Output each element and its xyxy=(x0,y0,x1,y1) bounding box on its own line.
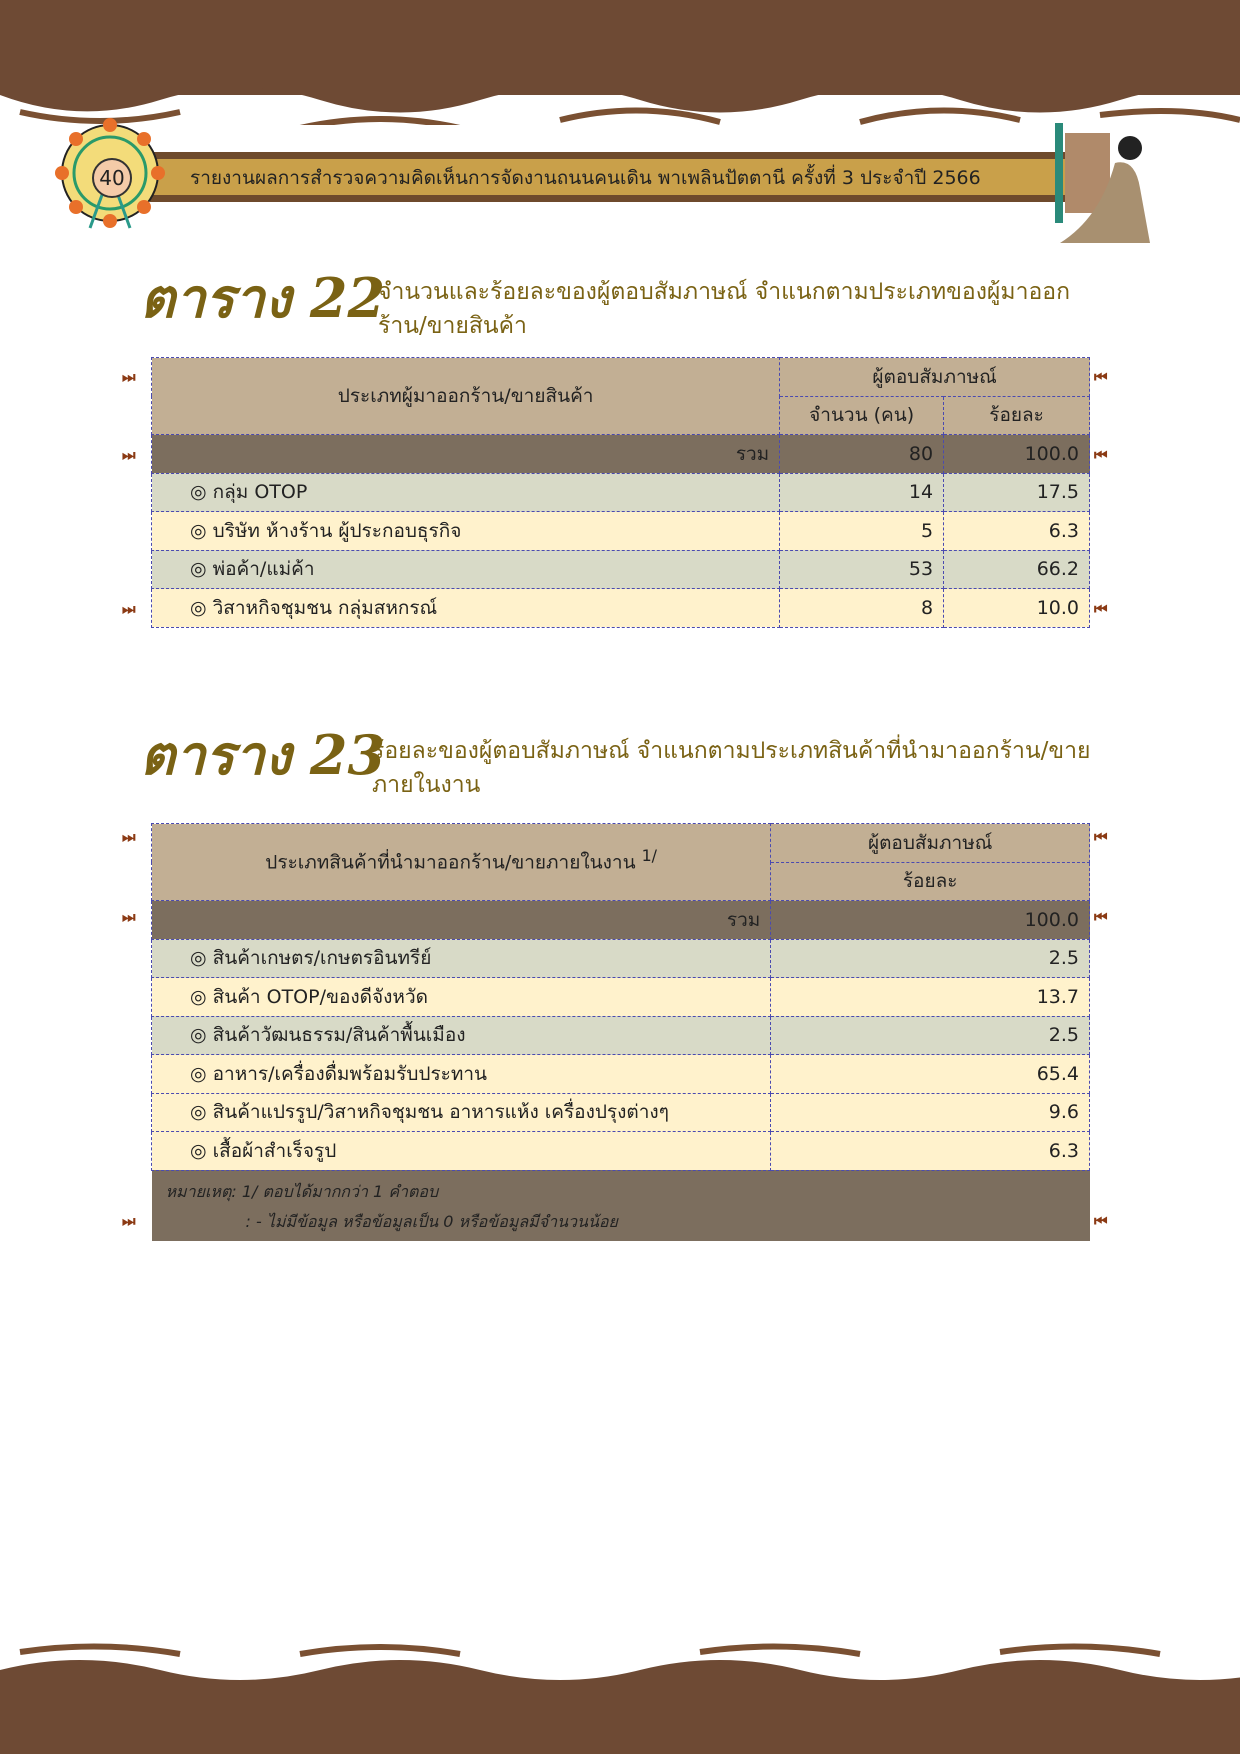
top-decorative-band xyxy=(0,0,1240,125)
col-header-group: ผู้ตอบสัมภาษณ์ xyxy=(779,357,1090,397)
report-title: รายงานผลการสำรวจความคิดเห็นการจัดงานถนนค… xyxy=(190,167,981,189)
total-count: 80 xyxy=(779,434,945,474)
row-marker-left: ⏭ xyxy=(122,368,136,386)
row-label: ◎ อาหาร/เครื่องดื่มพร้อมรับประทาน xyxy=(150,1054,772,1094)
row-label: ◎ วิสาหกิจชุมชน กลุ่มสหกรณ์ xyxy=(150,588,781,628)
table23-label: ตาราง 23 xyxy=(140,723,386,787)
table-row: ◎ กลุ่ม OTOP 14 17.5 xyxy=(150,472,1090,512)
col-header-type-text: ประเภทสินค้าที่นำมาออกร้าน/ขายภายในงาน xyxy=(265,851,636,874)
row-label: ◎ สินค้าแปรรูป/วิสาหกิจชุมชน อาหารแห้ง เ… xyxy=(150,1092,772,1132)
table-row: ◎ สินค้า OTOP/ของดีจังหวัด 13.7 xyxy=(150,977,1090,1017)
row-label: ◎ สินค้าเกษตร/เกษตรอินทรีย์ xyxy=(150,938,772,978)
table23: ประเภทสินค้าที่นำมาออกร้าน/ขายภายในงาน 1… xyxy=(150,823,1090,1241)
row-label: ◎ เสื้อผ้าสำเร็จรูป xyxy=(150,1131,772,1171)
total-pct: 100.0 xyxy=(770,900,1090,940)
bottom-decorative-band xyxy=(0,1643,1240,1754)
header-banner: รายงานผลการสำรวจความคิดเห็นการจัดงานถนนค… xyxy=(150,152,1070,202)
row-pct: 6.3 xyxy=(943,511,1090,551)
row-pct: 17.5 xyxy=(943,472,1090,512)
row-marker-left: ⏭ xyxy=(122,908,136,926)
footnote-marker: 1/ xyxy=(641,846,658,866)
table-row: ◎ วิสาหกิจชุมชน กลุ่มสหกรณ์ 8 10.0 xyxy=(150,588,1090,628)
table-row: ◎ สินค้าแปรรูป/วิสาหกิจชุมชน อาหารแห้ง เ… xyxy=(150,1092,1090,1132)
col-header-count: จำนวน (คน) xyxy=(779,395,945,435)
row-marker-right: ⏮ xyxy=(1094,600,1108,618)
table-row: ◎ อาหาร/เครื่องดื่มพร้อมรับประทาน 65.4 xyxy=(150,1054,1090,1094)
row-pct: 2.5 xyxy=(770,1015,1090,1055)
row-pct: 9.6 xyxy=(770,1092,1090,1132)
row-marker-left: ⏭ xyxy=(122,600,136,618)
table23-caption-text: ร้อยละของผู้ตอบสัมภาษณ์ จำแนกตามประเภทสิ… xyxy=(372,738,1091,798)
row-label: ◎ กลุ่ม OTOP xyxy=(150,472,781,512)
row-count: 5 xyxy=(779,511,945,551)
col-header-pct: ร้อยละ xyxy=(943,395,1090,435)
col-header-type: ประเภทผู้มาออกร้าน/ขายสินค้า xyxy=(150,357,781,435)
total-row: รวม 80 100.0 xyxy=(150,434,1090,474)
row-pct: 66.2 xyxy=(943,549,1090,589)
table22: ประเภทผู้มาออกร้าน/ขายสินค้า ผู้ตอบสัมภาษ… xyxy=(150,357,1090,628)
row-pct: 6.3 xyxy=(770,1131,1090,1171)
row-pct: 2.5 xyxy=(770,938,1090,978)
row-pct: 10.0 xyxy=(943,588,1090,628)
weaving-woman-illustration xyxy=(1055,123,1150,243)
row-count: 53 xyxy=(779,549,945,589)
row-pct: 65.4 xyxy=(770,1054,1090,1094)
row-marker-left: ⏭ xyxy=(122,446,136,464)
row-label: ◎ บริษัท ห้างร้าน ผู้ประกอบธุรกิจ xyxy=(150,511,781,551)
row-pct: 13.7 xyxy=(770,977,1090,1017)
note-line-1: หมายเหตุ: 1/ ตอบได้มากกว่า 1 คำตอบ xyxy=(165,1181,439,1201)
col-header-group: ผู้ตอบสัมภาษณ์ xyxy=(770,823,1090,863)
table22-label: ตาราง 22 xyxy=(140,266,386,330)
note-line-2: : - ไม่มีข้อมูล หรือข้อมูลเป็น 0 หรือข้อ… xyxy=(245,1211,618,1231)
row-marker-right: ⏮ xyxy=(1094,908,1108,926)
row-marker-left: ⏭ xyxy=(122,828,136,846)
row-count: 14 xyxy=(779,472,945,512)
row-marker-right: ⏮ xyxy=(1094,1212,1108,1230)
table-row: ◎ พ่อค้า/แม่ค้า 53 66.2 xyxy=(150,549,1090,589)
row-marker-right: ⏮ xyxy=(1094,828,1108,846)
table-row: ◎ เสื้อผ้าสำเร็จรูป 6.3 xyxy=(150,1131,1090,1171)
row-label: ◎ สินค้า OTOP/ของดีจังหวัด xyxy=(150,977,772,1017)
row-label: ◎ พ่อค้า/แม่ค้า xyxy=(150,549,781,589)
total-pct: 100.0 xyxy=(943,434,1090,474)
row-count: 8 xyxy=(779,588,945,628)
table-row: ◎ บริษัท ห้างร้าน ผู้ประกอบธุรกิจ 5 6.3 xyxy=(150,511,1090,551)
col-header-pct: ร้อยละ xyxy=(770,861,1090,901)
row-marker-right: ⏮ xyxy=(1094,446,1108,464)
table-row: ◎ สินค้าเกษตร/เกษตรอินทรีย์ 2.5 xyxy=(150,938,1090,978)
table-note: หมายเหตุ: 1/ ตอบได้มากกว่า 1 คำตอบ : - ไม… xyxy=(151,1170,1090,1241)
total-row: รวม 100.0 xyxy=(150,900,1090,940)
total-label: รวม xyxy=(150,900,772,940)
total-label: รวม xyxy=(150,434,781,474)
row-label: ◎ สินค้าวัฒนธรรม/สินค้าพื้นเมือง xyxy=(150,1015,772,1055)
row-marker-left: ⏭ xyxy=(122,1212,136,1230)
table-row: ◎ สินค้าวัฒนธรรม/สินค้าพื้นเมือง 2.5 xyxy=(150,1015,1090,1055)
row-marker-right: ⏮ xyxy=(1094,368,1108,386)
page-number: 40 xyxy=(92,158,132,198)
table22-caption-text: จำนวนและร้อยละของผู้ตอบสัมภาษณ์ จำแนกตาม… xyxy=(378,279,1071,339)
col-header-type: ประเภทสินค้าที่นำมาออกร้าน/ขายภายในงาน 1… xyxy=(150,823,772,901)
